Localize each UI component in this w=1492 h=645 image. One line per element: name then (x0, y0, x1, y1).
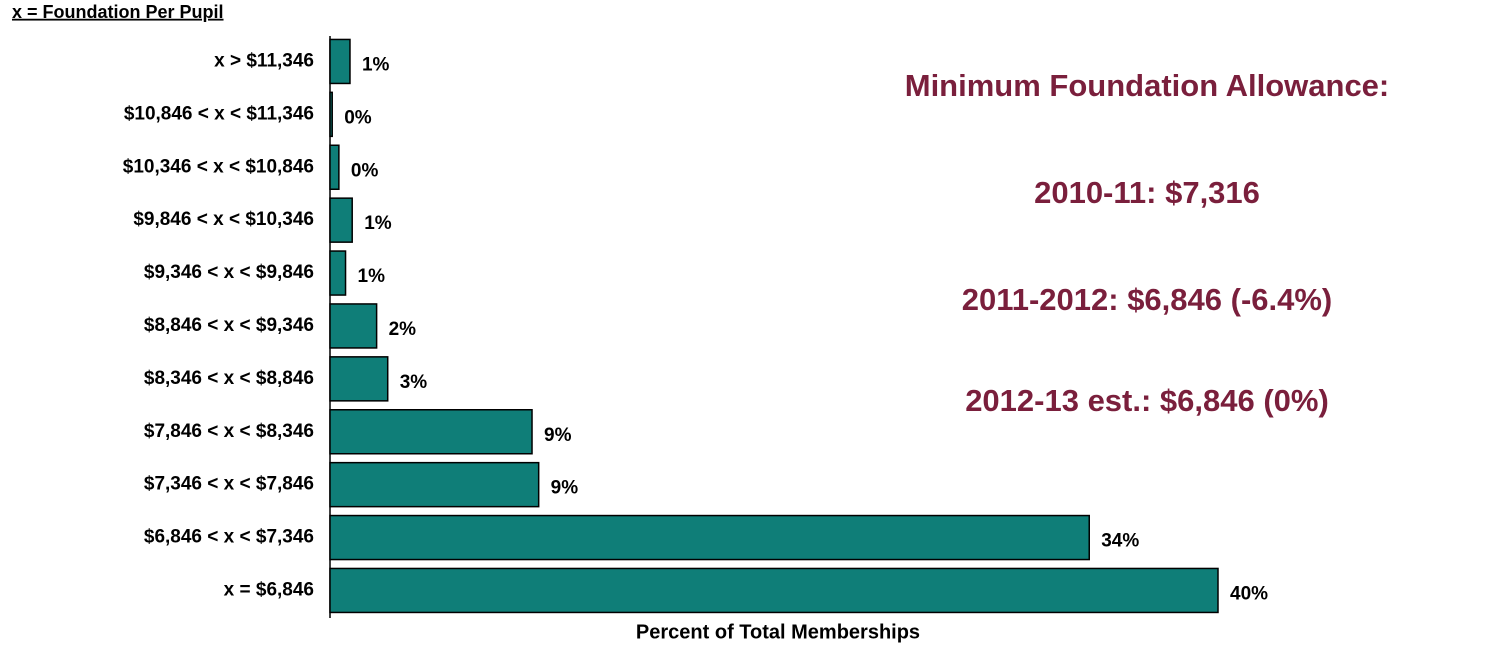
bar (329, 197, 353, 243)
value-label: 1% (364, 213, 392, 234)
annotation: Minimum Foundation Allowance: (905, 68, 1390, 103)
bar (329, 514, 1090, 561)
value-label: 1% (358, 266, 386, 287)
y-tick-label: $9,346 < x < $9,846 (144, 262, 314, 283)
bar (329, 250, 347, 296)
annotation: 2012-13 est.: $6,846 (0%) (965, 383, 1329, 418)
chart-title: x = Foundation Per Pupil (12, 2, 224, 22)
bar (329, 409, 533, 455)
y-tick-label: x = $6,846 (224, 579, 314, 600)
y-tick-label: $8,346 < x < $8,846 (144, 368, 314, 389)
bar (329, 461, 540, 508)
value-label: 40% (1230, 583, 1268, 604)
y-tick-label: $10,346 < x < $10,846 (123, 156, 314, 177)
y-tick-label: $10,846 < x < $11,346 (124, 103, 314, 124)
value-label: 1% (362, 54, 390, 75)
bar (329, 567, 1219, 614)
y-tick-label: $8,846 < x < $9,346 (144, 315, 314, 336)
y-tick-label: $7,346 < x < $7,846 (144, 474, 314, 495)
value-label: 34% (1101, 531, 1139, 552)
bar (329, 91, 333, 138)
annotation: 2010-11: $7,316 (1034, 175, 1260, 210)
annotation: 2011-2012: $6,846 (-6.4%) (962, 282, 1333, 317)
bar (329, 38, 351, 85)
x-axis-label: Percent of Total Memberships (636, 621, 920, 643)
value-label: 0% (351, 160, 379, 181)
y-tick-label: x > $11,346 (214, 50, 314, 71)
bar (329, 356, 389, 402)
y-tick-label: $7,846 < x < $8,346 (144, 421, 314, 442)
value-label: 2% (389, 319, 417, 340)
value-label: 9% (544, 425, 572, 446)
value-label: 3% (400, 372, 428, 393)
y-tick-label: $6,846 < x < $7,346 (144, 527, 314, 548)
bar (329, 144, 340, 190)
value-label: 9% (551, 478, 579, 499)
y-tick-label: $9,846 < x < $10,346 (133, 209, 314, 230)
bar (329, 303, 378, 349)
value-label: 0% (344, 107, 372, 128)
